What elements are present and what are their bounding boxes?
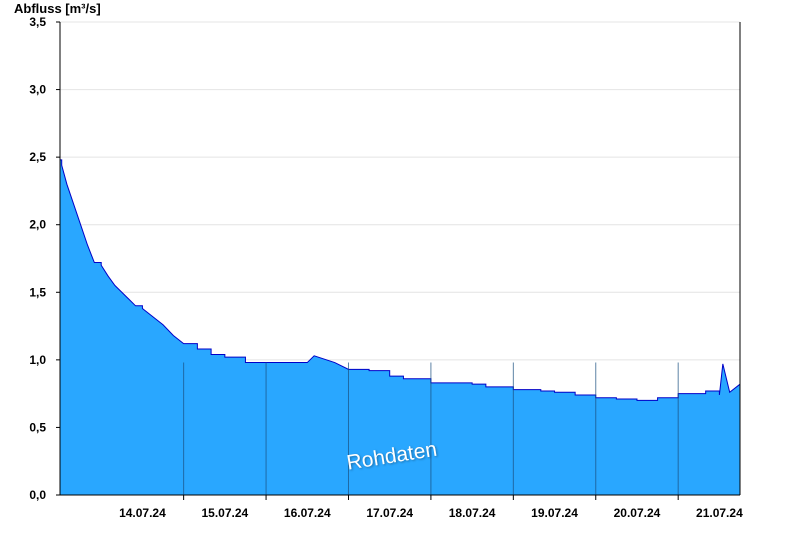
axis-layer bbox=[56, 21, 741, 500]
y-tick-layer: 0,0 0,5 1,0 1,5 2,0 2,5 3,0 3,5 bbox=[29, 15, 46, 502]
x-tick-label: 17.07.24 bbox=[366, 506, 413, 520]
y-axis-title: Abfluss [m³/s] bbox=[14, 1, 101, 16]
y-tick-label: 2,0 bbox=[29, 218, 46, 232]
y-tick-label: 0,5 bbox=[29, 420, 46, 434]
y-tick-label: 3,0 bbox=[29, 83, 46, 97]
discharge-line bbox=[60, 159, 741, 401]
discharge-area bbox=[60, 159, 740, 496]
x-tick-label: 15.07.24 bbox=[201, 506, 248, 520]
y-tick-label: 1,0 bbox=[29, 353, 46, 367]
x-tick-label: 16.07.24 bbox=[284, 506, 331, 520]
x-tick-label: 20.07.24 bbox=[614, 506, 661, 520]
y-tick-label: 0,0 bbox=[29, 488, 46, 502]
y-tick-label: 2,5 bbox=[29, 150, 46, 164]
y-tick-label: 3,5 bbox=[29, 15, 46, 29]
x-tick-layer: 14.07.24 15.07.24 16.07.24 17.07.24 18.07.24… bbox=[119, 506, 743, 520]
x-tick-label: 14.07.24 bbox=[119, 506, 166, 520]
day-separator-layer bbox=[183, 362, 679, 495]
y-tick-label: 1,5 bbox=[29, 285, 46, 299]
area-layer bbox=[60, 159, 741, 496]
x-tick-label: 19.07.24 bbox=[531, 506, 578, 520]
x-tick-label: 21.07.24 bbox=[696, 506, 743, 520]
x-tick-label: 18.07.24 bbox=[449, 506, 496, 520]
